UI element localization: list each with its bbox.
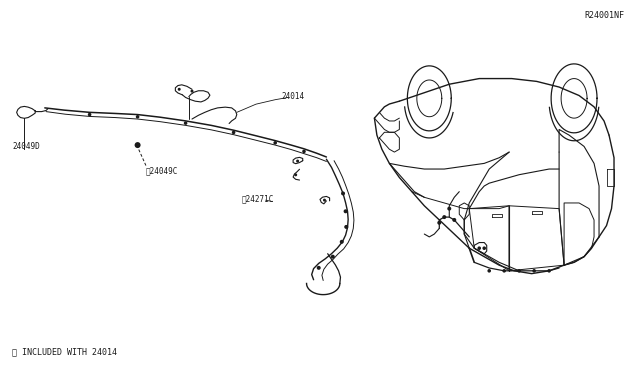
Circle shape — [323, 199, 326, 202]
Text: R24001NF: R24001NF — [584, 11, 624, 20]
Text: ※24049C: ※24049C — [146, 166, 179, 175]
Circle shape — [178, 88, 180, 91]
Circle shape — [517, 269, 521, 273]
Circle shape — [88, 113, 92, 116]
Circle shape — [447, 206, 451, 211]
Circle shape — [136, 115, 140, 119]
Circle shape — [232, 131, 236, 134]
Circle shape — [317, 266, 321, 270]
Circle shape — [344, 225, 348, 229]
Circle shape — [437, 221, 442, 225]
Circle shape — [273, 141, 277, 145]
Circle shape — [302, 150, 306, 153]
Circle shape — [532, 269, 536, 273]
Circle shape — [488, 269, 491, 273]
Circle shape — [483, 246, 486, 250]
Circle shape — [547, 269, 551, 273]
Circle shape — [452, 218, 456, 222]
Text: ※24271C: ※24271C — [242, 195, 275, 203]
Circle shape — [296, 160, 299, 163]
Text: 24049D: 24049D — [13, 142, 40, 151]
Circle shape — [442, 215, 446, 219]
Circle shape — [331, 255, 335, 259]
Text: ※ INCLUDED WITH 24014: ※ INCLUDED WITH 24014 — [12, 347, 116, 356]
Circle shape — [340, 240, 344, 244]
Circle shape — [344, 209, 348, 213]
Circle shape — [294, 173, 297, 176]
Circle shape — [184, 121, 188, 125]
Circle shape — [341, 192, 345, 195]
Circle shape — [477, 246, 481, 250]
Circle shape — [502, 269, 506, 273]
Circle shape — [134, 142, 141, 148]
Circle shape — [191, 90, 193, 93]
Text: 24014: 24014 — [282, 92, 305, 101]
